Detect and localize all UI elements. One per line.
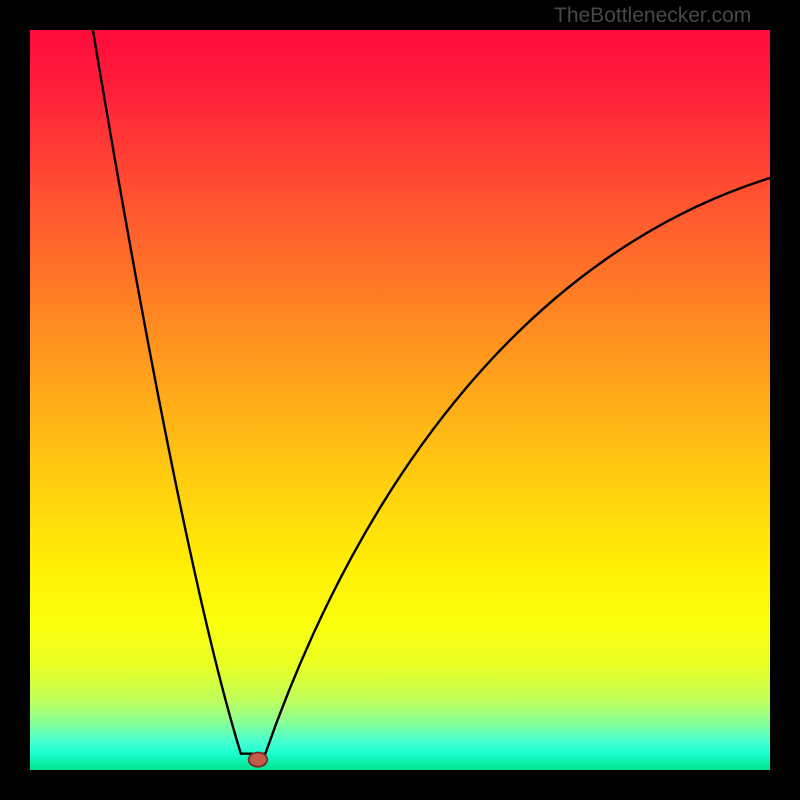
optimal-marker bbox=[249, 753, 267, 767]
chart-background bbox=[30, 30, 770, 770]
chart-svg bbox=[30, 30, 770, 770]
watermark-text: TheBottlenecker.com bbox=[554, 4, 751, 28]
plot-area bbox=[30, 30, 770, 770]
